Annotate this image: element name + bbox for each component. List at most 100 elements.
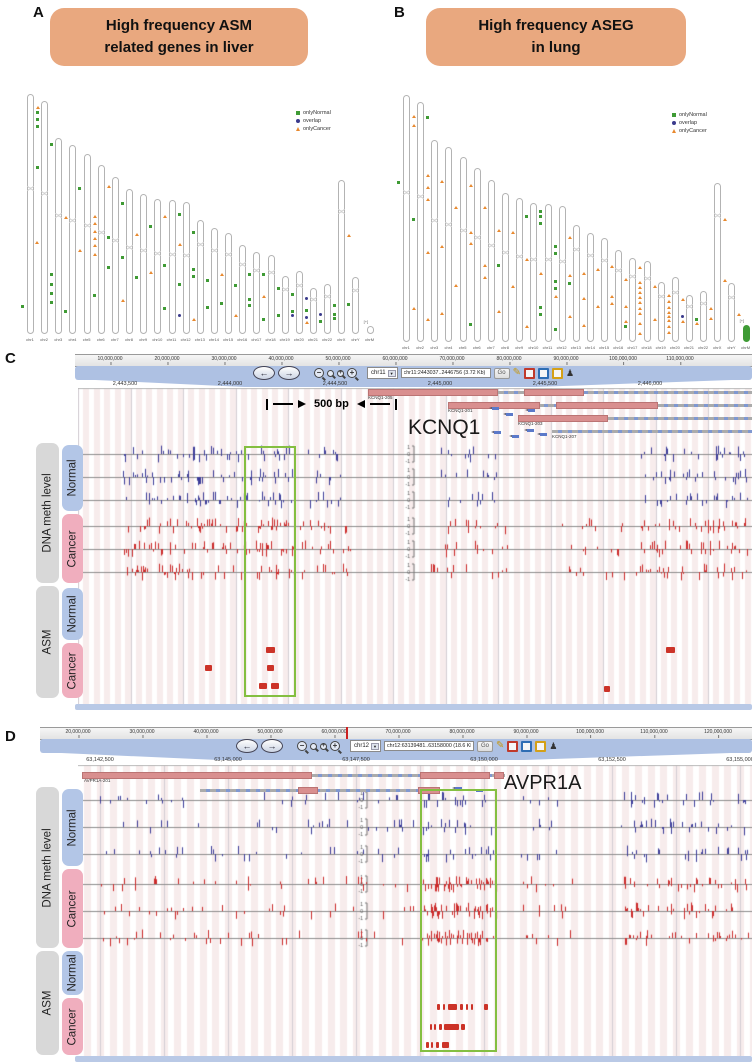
gene-mark xyxy=(638,331,643,335)
gene-mark xyxy=(290,314,294,318)
centromere xyxy=(728,294,736,300)
nav-forward-button[interactable]: → xyxy=(261,739,283,753)
chromosome-label: chr6 xyxy=(472,345,481,350)
ruler-tick-label: 63,155,000 xyxy=(726,757,752,763)
gene-mark xyxy=(92,229,97,233)
window-yellow-icon[interactable] xyxy=(551,367,563,379)
centromere xyxy=(253,267,261,273)
gene-mark xyxy=(262,317,266,321)
legend-a: onlyNormal overlap onlyCancer xyxy=(296,110,331,132)
gene-mark xyxy=(135,276,139,279)
centromere xyxy=(431,217,439,223)
gene-mark xyxy=(680,297,685,301)
gene-mark xyxy=(638,296,643,300)
window-red-icon[interactable] xyxy=(507,740,519,752)
panel-a-title: High frequency ASM related genes in live… xyxy=(50,8,308,66)
centromere xyxy=(338,208,346,214)
gene-mark xyxy=(50,142,54,146)
chromosome-select[interactable]: chr11 ▼ xyxy=(367,367,398,379)
transcript-label: KCNQ1-203 xyxy=(518,421,543,426)
zoom-in-icon[interactable]: + xyxy=(347,368,357,378)
zoom-out-small-icon[interactable] xyxy=(327,369,334,377)
small-gene-mark xyxy=(452,787,462,790)
gene-mark xyxy=(482,206,487,210)
gene-mark xyxy=(666,331,671,335)
gene-mark xyxy=(553,252,557,256)
zoom-out-icon[interactable]: − xyxy=(314,368,324,378)
nav-forward-button[interactable]: → xyxy=(278,366,300,380)
centromere xyxy=(111,237,119,243)
gene-mark xyxy=(680,319,685,323)
centromere xyxy=(459,228,467,234)
zoom-in-icon[interactable]: + xyxy=(330,741,340,751)
gene-mark xyxy=(78,248,83,252)
chromosome-label: chr18 xyxy=(265,337,276,342)
chromosome-label: chr17 xyxy=(627,345,638,350)
zoom-in-small-icon[interactable]: + xyxy=(320,742,327,750)
gene-mark xyxy=(106,266,110,270)
window-blue-icon[interactable] xyxy=(521,740,533,752)
location-input[interactable] xyxy=(400,368,491,378)
gene-mark xyxy=(567,282,571,286)
chevron-down-icon: ▼ xyxy=(371,742,379,750)
window-red-icon[interactable] xyxy=(523,367,535,379)
zoom-in-small-icon[interactable]: + xyxy=(337,369,344,377)
centromere xyxy=(558,258,566,264)
centromere xyxy=(352,288,360,294)
track-group-label-text: DNA meth level xyxy=(41,473,54,553)
chromosome-label: chr16 xyxy=(613,345,624,350)
nav-back-button[interactable]: ← xyxy=(253,366,275,380)
go-button[interactable]: Go xyxy=(493,367,510,379)
gene-mark xyxy=(248,303,252,307)
chromosome-ideogram xyxy=(572,224,580,342)
ruler-tick-label: 50,000,000 xyxy=(257,729,283,738)
chromosome-ideogram xyxy=(338,180,346,334)
chromosome-label: chrY xyxy=(727,345,736,350)
small-gene-mark xyxy=(525,409,535,412)
go-button[interactable]: Go xyxy=(476,740,493,752)
window-blue-icon[interactable] xyxy=(537,367,549,379)
gene-mark xyxy=(304,308,308,312)
gene-mark xyxy=(120,255,124,259)
gene-mark xyxy=(219,272,224,276)
panel-c-letter: C xyxy=(5,350,16,367)
overview-wedge-d xyxy=(61,753,731,760)
highlight-pencil-icon[interactable]: ✎ xyxy=(512,367,521,378)
share-icon[interactable]: ♟ xyxy=(549,740,558,751)
location-input[interactable] xyxy=(383,741,474,751)
chromosome-ideogram xyxy=(586,232,594,342)
chromosome-label: chr11 xyxy=(542,345,553,350)
asm-dash xyxy=(437,1004,440,1010)
nav-back-button[interactable]: ← xyxy=(236,739,258,753)
transcript-exon xyxy=(556,402,658,409)
ruler-tick-label: 2,444,000 xyxy=(217,381,243,387)
legend-label: onlyCancer xyxy=(679,128,707,134)
asm-dash xyxy=(461,1024,465,1030)
gene-mark xyxy=(319,313,322,317)
window-yellow-icon[interactable] xyxy=(535,740,547,752)
transcript-label: KCNQ1-207 xyxy=(552,434,577,439)
zoom-out-small-icon[interactable] xyxy=(310,742,317,750)
highlight-pencil-icon[interactable]: ✎ xyxy=(496,740,505,751)
highlight-box-d xyxy=(420,789,497,1052)
panel-b-title: High frequency ASEG in lung xyxy=(426,8,686,66)
centromere xyxy=(714,212,722,218)
gene-mark xyxy=(35,240,40,244)
small-gene-mark xyxy=(537,433,547,436)
gene-mark xyxy=(276,286,280,290)
chromosome-ideogram xyxy=(83,154,91,334)
zoom-out-icon[interactable]: − xyxy=(297,741,307,751)
gene-mark xyxy=(666,300,671,304)
gene-mark xyxy=(482,275,487,279)
chromosome-select[interactable]: chr12 ▼ xyxy=(350,740,381,752)
share-icon[interactable]: ♟ xyxy=(565,367,575,378)
chromosome-label: chr22 xyxy=(322,337,333,342)
gene-mark xyxy=(709,317,714,321)
chrm-tag: [+] xyxy=(363,319,369,324)
legend-label: onlyNormal xyxy=(679,112,707,118)
chromosome-label: chr19 xyxy=(279,337,290,342)
legend-item: overlap xyxy=(672,120,707,126)
gene-mark xyxy=(347,233,352,237)
chromosome-label: chr18 xyxy=(641,345,652,350)
track-row-label-text: Normal xyxy=(66,459,79,497)
